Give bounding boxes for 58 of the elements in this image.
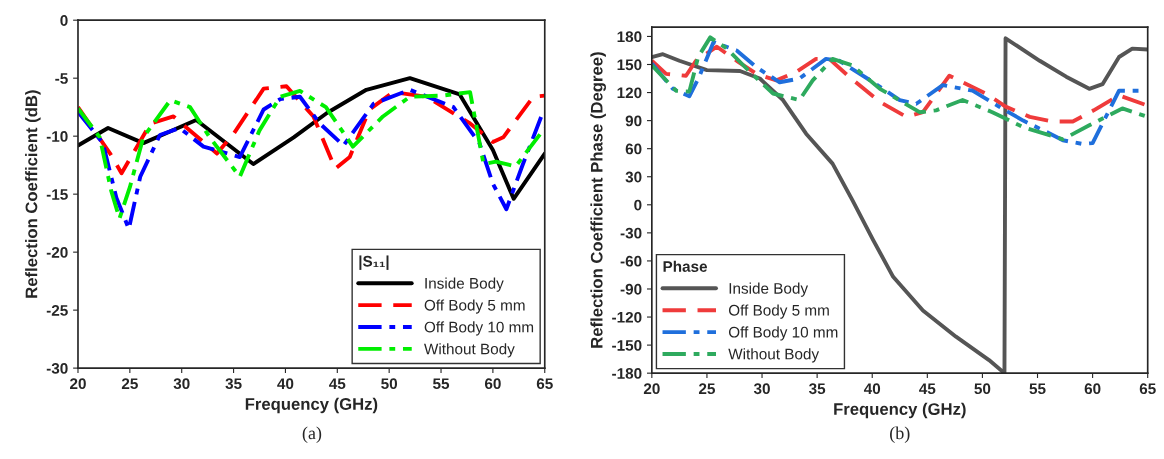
legend-label: Off Body 10 mm [728, 326, 838, 341]
x-tick-label: 45 [329, 378, 346, 390]
y-tick-label: 150 [617, 59, 642, 71]
y-axis-title: Reflection Coefficient (dB) [25, 90, 41, 298]
y-tick-label: 30 [625, 171, 642, 183]
legend-label: Off Body 10 mm [424, 321, 534, 336]
y-tick-label: -15 [46, 189, 68, 200]
y-tick-label: -20 [46, 247, 68, 258]
x-axis-title: Frequency (GHz) [245, 397, 378, 414]
legend-label: Without Body [728, 348, 820, 363]
y-tick-label: -90 [620, 283, 642, 295]
x-tick-label: 45 [919, 383, 936, 395]
x-tick-label: 50 [381, 378, 398, 390]
legend-label: Inside Body [729, 282, 809, 297]
x-tick-label: 35 [225, 378, 242, 390]
y-tick-label: -30 [46, 362, 68, 374]
x-tick-label: 30 [173, 378, 190, 390]
legend-label: Inside Body [425, 277, 504, 292]
y-tick-label: 0 [60, 15, 68, 26]
x-tick-label: 55 [433, 378, 450, 390]
x-tick-label: 30 [753, 383, 770, 395]
x-tick-label: 40 [277, 378, 294, 390]
y-tick-label: 90 [625, 115, 642, 127]
y-tick-label: 0 [634, 199, 642, 211]
x-tick-label: 25 [121, 378, 138, 390]
x-tick-label: 55 [1029, 383, 1046, 395]
legend-title: Phase [663, 260, 708, 272]
y-tick-label: 60 [625, 143, 642, 155]
y-tick-label: -25 [46, 305, 68, 316]
legend-label: Off Body 5 mm [728, 304, 829, 319]
y-tick-label: 120 [617, 87, 642, 99]
legend-label: Off Body 5 mm [424, 299, 525, 314]
text: (a) [302, 426, 322, 443]
line-series [651, 44, 1148, 124]
x-tick-label: 20 [70, 378, 86, 390]
line-series [77, 84, 545, 176]
x-tick-label: 50 [974, 383, 991, 395]
x-tick-label: 20 [643, 383, 660, 395]
x-tick-label: 25 [698, 383, 716, 395]
y-tick-label: -5 [55, 73, 68, 84]
x-tick-label: 40 [863, 383, 881, 395]
y-tick-label: 180 [617, 31, 642, 43]
y-tick-label: -150 [612, 339, 642, 351]
text: (b) [890, 426, 910, 443]
y-tick-label: -10 [46, 131, 68, 142]
x-tick-label: 65 [1139, 383, 1156, 395]
y-tick-label: -120 [612, 311, 642, 323]
y-tick-label: -60 [620, 255, 642, 267]
x-tick-label: 60 [1084, 383, 1101, 395]
y-tick-label: -180 [612, 368, 642, 379]
y-tick-label: -30 [620, 227, 642, 239]
x-axis-title: Frequency (GHz) [834, 402, 966, 419]
x-tick-label: 35 [808, 383, 826, 395]
legend-title: |S₁₁| [359, 255, 389, 270]
y-axis-title: Reflection Coefficient Phase (Degree) [590, 52, 606, 348]
legend-label: Without Body [424, 343, 515, 358]
x-tick-label: 65 [536, 378, 553, 390]
x-tick-label: 60 [484, 378, 501, 390]
